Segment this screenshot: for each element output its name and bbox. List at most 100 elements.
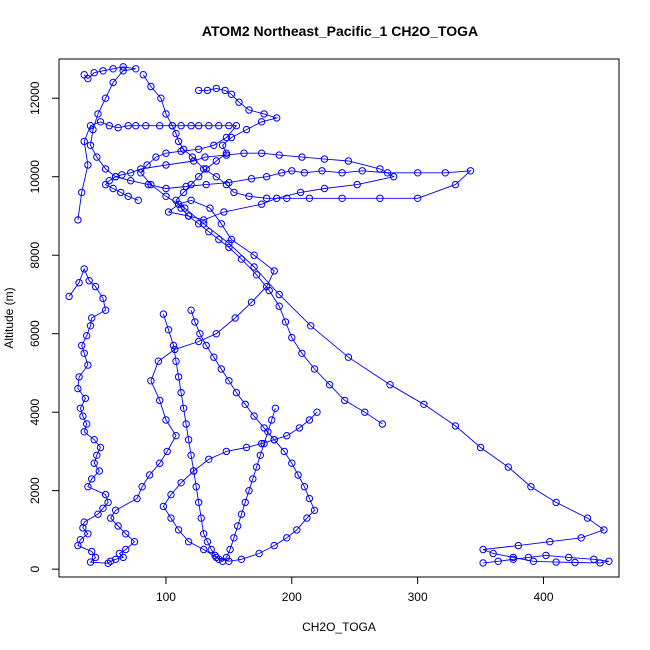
data-point [600,526,608,534]
data-point [90,69,98,77]
data-point [139,71,148,79]
data-point [296,188,305,197]
data-point [195,498,203,507]
data-point [237,510,246,518]
data-point [83,332,91,340]
data-point [232,122,241,130]
data-point [207,545,216,554]
data-point [268,416,276,424]
series-line [68,152,395,564]
data-point [65,292,73,301]
data-point [262,173,271,181]
data-point [217,220,226,228]
data-point [119,63,127,71]
data-point [260,439,268,448]
data-point [300,483,309,491]
data-point [479,545,487,554]
data-point [215,122,223,130]
data-point [479,559,487,567]
data-point [195,122,203,130]
data-point [157,94,165,102]
data-point [84,161,92,169]
data-point [127,169,135,177]
y-tick-label: 2000 [28,477,42,504]
y-tick-label: 10000 [28,160,42,194]
data-point [177,122,185,130]
data-point [90,436,98,444]
data-point [156,459,164,467]
y-tick-label: 12000 [28,81,42,115]
data-point [225,122,233,130]
data-point [605,557,613,565]
data-point [99,67,107,75]
data-point [75,373,83,381]
data-point [466,167,475,175]
data-point [237,555,246,563]
data-point [177,479,185,487]
data-point [283,534,291,542]
data-point [504,463,512,471]
data-point [203,86,212,95]
data-point [84,74,92,83]
series-5 [159,306,321,565]
data-point [90,459,98,467]
data-point [167,514,175,522]
data-point [83,420,91,428]
data-point [111,555,120,563]
data-point [344,157,353,165]
data-point [590,555,598,563]
data-point [211,551,219,560]
data-point [111,173,120,181]
data-point [295,424,304,432]
data-point [303,514,311,522]
data-point [88,314,96,322]
series-line [162,313,276,562]
data-point [89,125,97,134]
series-line [175,87,383,425]
data-point [86,122,95,130]
data-point [172,432,180,440]
data-point [441,169,449,177]
data-point [281,318,290,326]
data-point [164,208,173,216]
data-point [305,494,314,503]
data-point [143,161,151,169]
data-point [571,558,579,567]
data-point [159,310,168,318]
data-point [124,192,132,201]
data-point [95,467,104,475]
data-point [84,530,92,538]
data-point [162,192,170,201]
data-point [94,510,102,518]
data-point [86,322,95,330]
y-tick-label: 4000 [28,399,42,426]
series-4 [172,84,387,428]
data-point [230,534,238,542]
data-point [174,373,183,381]
data-point [260,110,268,118]
data-point [156,396,164,405]
data-point [145,471,154,479]
data-point [275,302,283,310]
data-point [119,67,127,75]
data-point [226,545,234,554]
data-point [106,557,115,565]
data-point [79,524,87,532]
data-point [242,125,251,134]
data-point [230,188,238,197]
data-point [212,330,221,338]
data-point [552,558,560,566]
data-point [242,443,251,452]
series-line [162,310,318,562]
data-point [237,255,246,263]
data-point [187,122,195,130]
data-point [200,530,208,538]
y-axis-label: Altitude (m) [2,287,16,348]
data-point [114,522,122,530]
data-point [353,180,361,189]
x-tick-label: 400 [533,590,553,604]
data-point [247,175,256,183]
data-point [257,200,266,208]
plot-frame [58,58,620,578]
